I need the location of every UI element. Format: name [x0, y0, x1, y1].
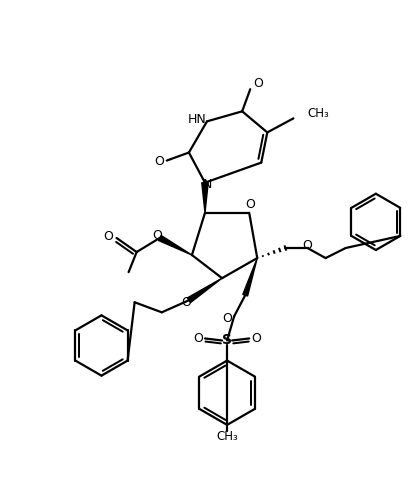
Polygon shape — [158, 236, 192, 255]
Text: O: O — [302, 240, 312, 252]
Text: ····: ···· — [206, 210, 217, 219]
Text: O: O — [192, 332, 202, 345]
Text: HN: HN — [187, 113, 206, 126]
Text: O: O — [103, 230, 113, 244]
Text: O: O — [244, 198, 254, 211]
Text: O: O — [253, 77, 263, 90]
Polygon shape — [187, 278, 221, 303]
Text: CH₃: CH₃ — [307, 107, 328, 120]
Text: O: O — [251, 332, 261, 345]
Text: O: O — [222, 312, 232, 325]
Polygon shape — [242, 258, 256, 296]
Text: S: S — [221, 333, 232, 347]
Text: O: O — [154, 155, 163, 168]
Text: N: N — [202, 178, 211, 191]
Text: O: O — [152, 229, 161, 243]
Polygon shape — [201, 183, 208, 213]
Text: CH₃: CH₃ — [216, 430, 237, 444]
Text: O: O — [180, 296, 190, 309]
